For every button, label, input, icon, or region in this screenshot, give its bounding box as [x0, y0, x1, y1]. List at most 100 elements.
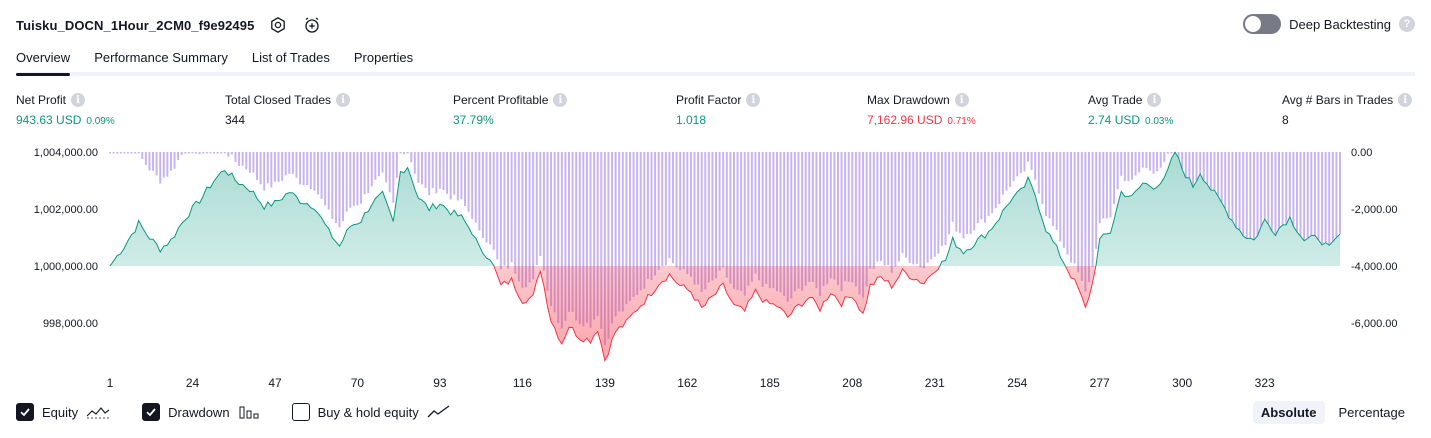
info-icon[interactable]: i	[71, 93, 86, 107]
deep-backtesting-toggle[interactable]	[1243, 14, 1282, 34]
drawdown-bar	[1274, 152, 1277, 236]
drawdown-bar	[542, 152, 545, 271]
drawdown-bar	[1098, 152, 1101, 224]
drawdown-bar	[223, 152, 226, 154]
info-icon[interactable]: i	[553, 93, 568, 107]
tab-properties[interactable]: Properties	[353, 50, 414, 65]
tab-overview[interactable]: Overview	[16, 44, 71, 76]
drawdown-bar	[557, 152, 560, 324]
info-icon[interactable]: i	[1398, 93, 1413, 107]
drawdown-bar	[1220, 152, 1223, 203]
drawdown-bar	[403, 152, 406, 154]
drawdown-bar	[435, 152, 438, 194]
drawdown-bar	[1009, 152, 1012, 187]
drawdown-bar	[700, 152, 703, 292]
legend-buy-hold-equity[interactable]: Buy & hold equity	[291, 403, 451, 421]
drawdown-bar	[672, 152, 674, 264]
info-icon[interactable]: i	[954, 93, 969, 107]
drawdown-bar	[872, 152, 875, 269]
drawdown-bar	[664, 152, 667, 266]
drawdown-bar	[1077, 152, 1080, 273]
drawdown-bar	[747, 152, 750, 286]
info-icon[interactable]: i	[336, 93, 351, 107]
drawdown-bar	[467, 152, 470, 212]
drawdown-bar	[148, 152, 151, 171]
checkbox-checked-icon[interactable]	[142, 403, 161, 421]
stat-total-closed-trades: Total Closed Trades i 344	[225, 93, 351, 127]
mode-absolute-button[interactable]: Absolute	[1252, 401, 1325, 424]
drawdown-bar	[582, 152, 585, 327]
drawdown-bar	[492, 152, 495, 250]
drawdown-bar	[499, 152, 502, 270]
drawdown-bar	[854, 152, 857, 287]
equity-chart[interactable]: 1,004,000.00 1,002,000.00 1,000,000.00 998,…	[0, 140, 1431, 395]
drawdown-bar	[1120, 152, 1123, 176]
drawdown-bar	[252, 152, 255, 173]
checkbox-unchecked-icon[interactable]	[291, 403, 310, 421]
deep-backtesting-label: Deep Backtesting	[1289, 16, 1391, 32]
stat-label: Max Drawdown	[867, 93, 950, 107]
info-icon[interactable]: i	[746, 93, 761, 107]
legend-label: Equity	[42, 404, 79, 420]
drawdown-bar	[779, 152, 782, 293]
drawdown-bar	[933, 152, 936, 257]
drawdown-bar	[1242, 152, 1245, 236]
drawdown-bar	[948, 152, 951, 235]
deep-backtesting-control: Deep Backtesting ?	[1243, 14, 1415, 34]
drawdown-bar	[1095, 152, 1098, 249]
drawdown-bar	[1001, 152, 1004, 195]
drawdown-bar	[446, 152, 449, 194]
drawdown-bar	[661, 152, 664, 267]
drawdown-bar	[614, 152, 617, 317]
drawdown-bar	[890, 152, 893, 273]
drawdown-bar	[1231, 152, 1234, 221]
drawdown-bar	[381, 152, 384, 173]
drawdown-bar	[1278, 152, 1281, 228]
drawdown-bar	[1048, 152, 1051, 219]
report-tabs: Overview Performance Summary List of Tra…	[16, 44, 1415, 76]
drawdown-bar	[553, 152, 556, 313]
drawdown-bar	[327, 152, 330, 210]
left-axis-tick: 1,000,000.00	[34, 261, 98, 273]
tab-performance-summary[interactable]: Performance Summary	[94, 50, 228, 65]
drawdown-bar	[682, 152, 685, 270]
drawdown-bar	[464, 152, 466, 207]
x-axis-tick: 162	[677, 376, 697, 390]
drawdown-bar	[1152, 152, 1155, 174]
left-axis-tick: 1,002,000.00	[34, 204, 98, 216]
drawdown-bar	[1044, 152, 1047, 217]
drawdown-bar	[1339, 152, 1341, 234]
drawdown-bar	[270, 152, 273, 188]
drawdown-bar	[743, 152, 746, 296]
drawdown-bar	[209, 152, 212, 154]
alarm-plus-icon[interactable]	[302, 15, 322, 35]
tab-list-of-trades[interactable]: List of Trades	[251, 50, 330, 65]
stat-percent: 0.09%	[86, 116, 115, 127]
drawdown-bar	[980, 152, 983, 220]
drawdown-bar	[524, 152, 527, 288]
legend-label: Drawdown	[168, 404, 230, 420]
drawdown-bar	[256, 152, 259, 180]
drawdown-bar	[819, 152, 822, 296]
drawdown-bar	[1166, 152, 1169, 154]
drawdown-bar	[1087, 152, 1090, 283]
gear-icon[interactable]	[268, 15, 288, 35]
drawdown-bar	[496, 152, 499, 260]
left-axis: 1,004,000.00 1,002,000.00 1,000,000.00 998,…	[34, 147, 98, 330]
drawdown-bar	[589, 152, 592, 328]
drawdown-bar	[485, 152, 488, 243]
drawdown-bar	[646, 152, 649, 279]
help-icon[interactable]: ?	[1399, 16, 1415, 32]
drawdown-bar	[1324, 152, 1327, 243]
drawdown-bar	[880, 152, 882, 262]
drawdown-bar	[808, 152, 811, 283]
legend-equity[interactable]: Equity	[16, 403, 110, 421]
drawdown-bar	[180, 152, 183, 155]
legend-drawdown[interactable]: Drawdown	[142, 403, 259, 421]
drawdown-bar	[862, 152, 865, 298]
x-axis: 1 24 47 70 93 116 139 162 185 208 231 254 277 300 323	[107, 376, 1275, 390]
checkbox-checked-icon[interactable]	[16, 403, 34, 421]
mode-percentage-button[interactable]: Percentage	[1338, 405, 1406, 420]
info-icon[interactable]: i	[1147, 93, 1162, 107]
drawdown-bar	[1206, 152, 1209, 185]
